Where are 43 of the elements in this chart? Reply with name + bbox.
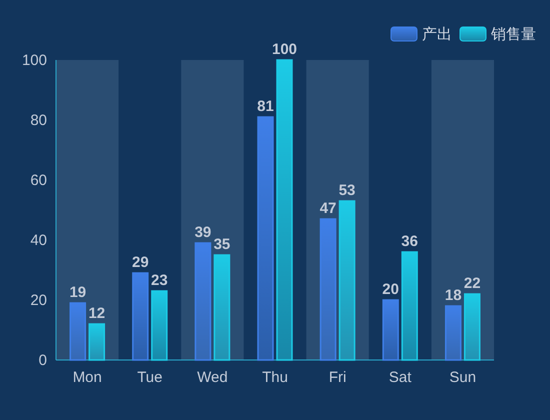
x-tick-label: Thu [262, 369, 288, 386]
bar [444, 305, 462, 361]
bar [70, 302, 86, 361]
data-label: 39 [194, 224, 212, 241]
bar [88, 323, 106, 361]
data-label: 36 [401, 233, 418, 250]
bar [257, 116, 274, 361]
y-tick-label: 100 [22, 52, 47, 69]
data-label: 12 [88, 305, 106, 322]
y-tick-label: 40 [30, 232, 47, 249]
legend-label: 销售量 [490, 26, 536, 43]
data-label: 53 [338, 182, 356, 199]
x-tick-label: Sat [388, 369, 412, 386]
y-tick-label: 0 [38, 352, 47, 369]
bar [320, 218, 336, 361]
x-tick-label: Tue [137, 369, 163, 386]
data-label: 29 [132, 254, 149, 271]
bar [276, 59, 293, 361]
x-tick-label: Wed [197, 369, 228, 386]
data-label: 23 [151, 272, 168, 289]
data-label: 19 [69, 284, 86, 301]
bar [464, 293, 480, 361]
bar [151, 290, 168, 361]
y-tick-label: 80 [30, 112, 47, 129]
data-label: 100 [272, 41, 298, 58]
bar [214, 254, 230, 361]
bar [132, 272, 149, 361]
x-tick-label: Fri [328, 369, 346, 386]
bar [382, 299, 399, 361]
data-label: 18 [444, 287, 462, 304]
bar [338, 200, 356, 361]
x-tick-label: Mon [72, 369, 102, 386]
y-tick-label: 60 [30, 172, 47, 189]
x-tick-label: Sun [449, 369, 476, 386]
data-label: 47 [320, 200, 336, 217]
legend-label: 产出 [422, 26, 452, 43]
y-tick-label: 20 [30, 292, 47, 309]
data-label: 22 [464, 275, 481, 292]
data-label: 35 [214, 236, 230, 253]
bar [401, 251, 418, 361]
data-label: 20 [382, 281, 399, 298]
data-label: 81 [257, 98, 274, 115]
bar [194, 242, 212, 361]
